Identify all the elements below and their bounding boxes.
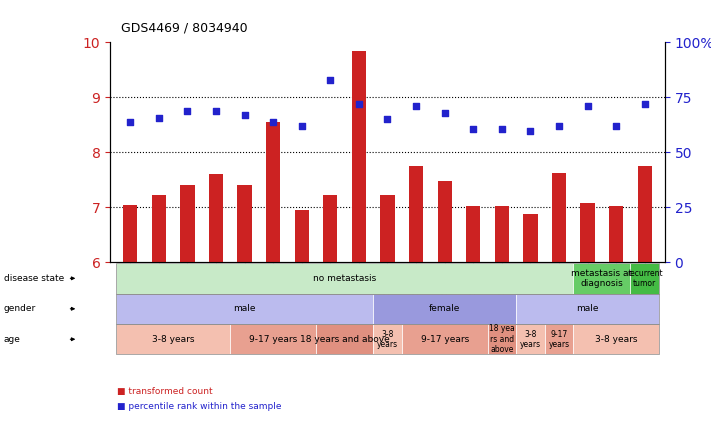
Bar (151, 195, 166, 262)
Bar (294, 210, 309, 262)
Text: gender: gender (4, 304, 36, 313)
Text: 3-8
years: 3-8 years (520, 330, 541, 349)
Bar (609, 206, 624, 262)
Bar (380, 195, 395, 262)
Point (582, 102, 593, 109)
Bar (523, 214, 538, 262)
Point (553, 123, 565, 129)
Text: 3-8
years: 3-8 years (377, 330, 398, 349)
Text: recurrent
tumor: recurrent tumor (627, 269, 663, 288)
Bar (352, 51, 366, 262)
Text: 18 years and above: 18 years and above (300, 335, 390, 344)
Bar (181, 185, 195, 262)
Text: 3-8 years: 3-8 years (152, 335, 194, 344)
Text: no metastasis: no metastasis (313, 274, 376, 283)
Text: GDS4469 / 8034940: GDS4469 / 8034940 (121, 21, 247, 34)
Point (182, 108, 193, 115)
Point (496, 126, 508, 132)
Text: 9-17 years: 9-17 years (249, 335, 297, 344)
Text: 9-17 years: 9-17 years (420, 335, 469, 344)
Point (267, 119, 279, 126)
Point (468, 126, 479, 132)
Bar (237, 185, 252, 262)
Text: male: male (577, 304, 599, 313)
Bar (409, 166, 423, 262)
Bar (437, 181, 451, 262)
Text: ■ percentile rank within the sample: ■ percentile rank within the sample (117, 401, 282, 411)
Point (296, 123, 307, 129)
Point (124, 119, 136, 126)
Bar (266, 122, 280, 262)
Point (639, 101, 651, 107)
Bar (495, 206, 509, 262)
Bar (638, 166, 652, 262)
Text: 18 yea
rs and
above: 18 yea rs and above (489, 324, 515, 354)
Text: 3-8 years: 3-8 years (595, 335, 638, 344)
Point (382, 116, 393, 123)
Bar (324, 195, 338, 262)
Point (410, 102, 422, 109)
Text: disease state: disease state (4, 274, 64, 283)
Bar (123, 205, 137, 262)
Point (239, 112, 250, 118)
Text: age: age (4, 335, 21, 344)
Text: ■ transformed count: ■ transformed count (117, 387, 213, 396)
Text: male: male (233, 304, 256, 313)
Point (210, 108, 222, 115)
Point (353, 101, 365, 107)
Point (153, 115, 164, 121)
Bar (552, 173, 566, 262)
Bar (209, 174, 223, 262)
Point (439, 109, 450, 116)
Text: metastasis at
diagnosis: metastasis at diagnosis (572, 269, 633, 288)
Text: 9-17
years: 9-17 years (548, 330, 570, 349)
Point (611, 123, 622, 129)
Point (525, 128, 536, 135)
Point (325, 76, 336, 83)
Bar (466, 206, 481, 262)
Bar (580, 203, 594, 262)
Text: female: female (429, 304, 460, 313)
